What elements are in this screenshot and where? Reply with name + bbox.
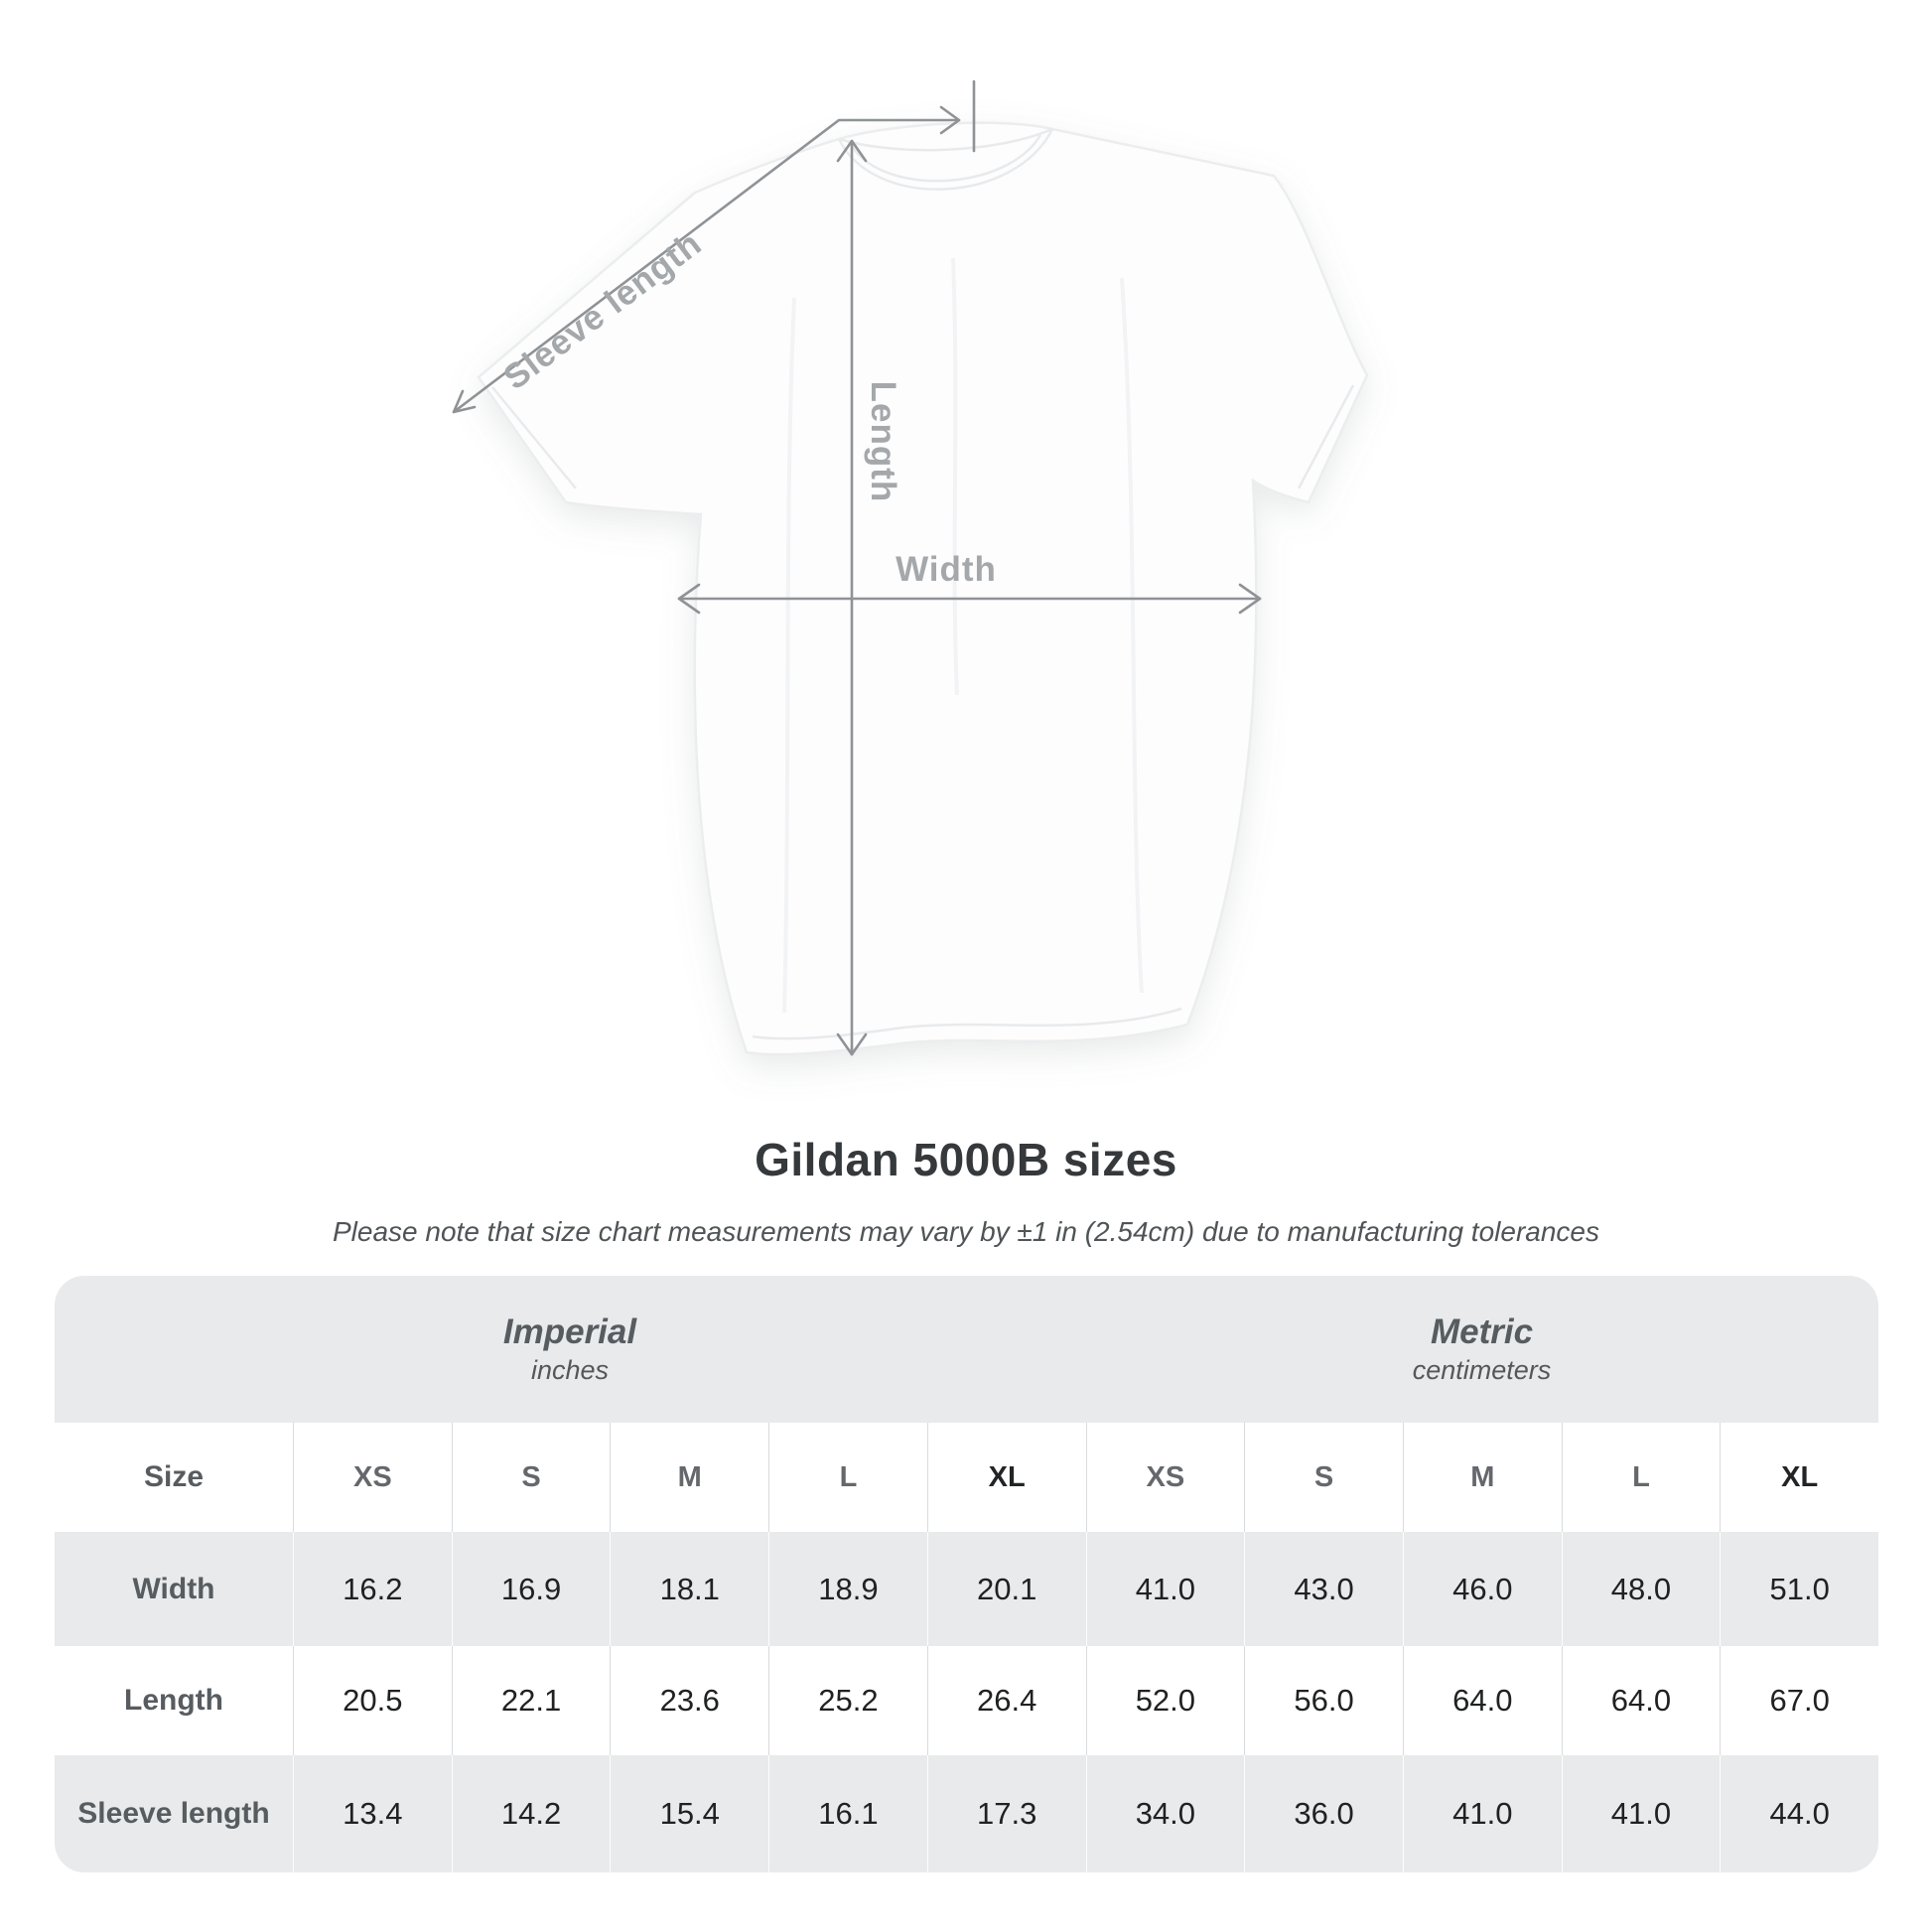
length-metric-xs: 52.0	[1085, 1646, 1245, 1755]
tshirt-body	[477, 121, 1369, 1056]
size-header-row: Size XS S M L XL XS S M L XL	[55, 1423, 1878, 1532]
collar-outer	[837, 128, 1054, 191]
row-label-length: Length	[124, 1684, 223, 1717]
metric-label: Metric	[1430, 1312, 1534, 1351]
width-imperial-l: 18.9	[768, 1532, 927, 1646]
length-metric-s: 56.0	[1244, 1646, 1403, 1755]
size-col-imperial-xs: XS	[293, 1423, 452, 1532]
width-imperial-xs: 16.2	[293, 1532, 452, 1646]
size-col-metric-s: S	[1244, 1423, 1403, 1532]
width-arrow-head-right	[1238, 583, 1262, 615]
row-label-sleeve-length: Sleeve length	[77, 1797, 270, 1830]
sleeve-length-arrow-line	[452, 118, 961, 414]
crease	[1120, 277, 1144, 994]
row-label-width: Width	[132, 1572, 215, 1605]
sleeve-imperial-xl: 17.3	[926, 1755, 1086, 1872]
size-header-label: Size	[143, 1460, 205, 1493]
imperial-unit-header: Imperial inches	[55, 1276, 1085, 1423]
sleeve-imperial-xs: 13.4	[293, 1755, 452, 1872]
sleeve-metric-xl: 44.0	[1720, 1755, 1878, 1872]
sleeve-imperial-m: 15.4	[610, 1755, 768, 1872]
size-col-imperial-m: M	[610, 1423, 768, 1532]
sleeve-metric-l: 41.0	[1561, 1755, 1721, 1872]
collar-back-seam	[838, 127, 1053, 152]
width-metric-m: 46.0	[1402, 1532, 1562, 1646]
length-imperial-xl: 26.4	[926, 1646, 1086, 1755]
width-metric-xl: 51.0	[1720, 1532, 1878, 1646]
size-col-imperial-xl: XL	[926, 1423, 1086, 1532]
length-arrow-head-top	[836, 139, 868, 163]
width-label: Width	[896, 550, 997, 589]
hem-seam	[752, 1007, 1182, 1040]
collar-inner	[850, 134, 1042, 183]
crease	[951, 257, 959, 696]
right-cuff-seam	[1297, 384, 1355, 489]
imperial-unit-sublabel: inches	[530, 1355, 610, 1385]
sleeve-metric-m: 41.0	[1402, 1755, 1562, 1872]
width-metric-xs: 41.0	[1085, 1532, 1245, 1646]
length-imperial-l: 25.2	[768, 1646, 927, 1755]
table-row-length: Length 20.5 22.1 23.6 25.2 26.4 52.0 56.…	[55, 1646, 1878, 1755]
length-imperial-s: 22.1	[451, 1646, 611, 1755]
width-imperial-m: 18.1	[610, 1532, 768, 1646]
sleeve-metric-xs: 34.0	[1085, 1755, 1245, 1872]
sleeve-imperial-l: 16.1	[768, 1755, 927, 1872]
width-arrow-head-left	[677, 583, 701, 615]
table-row-sleeve-length: Sleeve length 13.4 14.2 15.4 16.1 17.3 3…	[55, 1755, 1878, 1872]
crease	[782, 297, 796, 1014]
width-imperial-xl: 20.1	[926, 1532, 1086, 1646]
size-col-metric-l: L	[1561, 1423, 1721, 1532]
unit-header-band: Imperial inches Metric centimeters	[55, 1276, 1878, 1423]
size-col-imperial-s: S	[451, 1423, 611, 1532]
metric-unit-sublabel: centimeters	[1412, 1355, 1552, 1385]
length-label: Length	[864, 381, 902, 503]
width-imperial-s: 16.9	[451, 1532, 611, 1646]
length-imperial-xs: 20.5	[293, 1646, 452, 1755]
left-cuff-seam	[491, 386, 577, 489]
table-row-width: Width 16.2 16.9 18.1 18.9 20.1 41.0 43.0…	[55, 1532, 1878, 1646]
measurement-arrows	[452, 79, 1262, 1056]
width-metric-l: 48.0	[1561, 1532, 1721, 1646]
imperial-label: Imperial	[502, 1312, 637, 1351]
size-col-metric-m: M	[1402, 1423, 1562, 1532]
length-imperial-m: 23.6	[610, 1646, 768, 1755]
length-arrow-head-bottom	[836, 1033, 868, 1056]
tshirt-measurement-diagram: Sleeve length Length Width	[452, 79, 1369, 1056]
size-col-metric-xl: XL	[1720, 1423, 1878, 1532]
size-col-metric-xs: XS	[1085, 1423, 1245, 1532]
length-metric-m: 64.0	[1402, 1646, 1562, 1755]
width-metric-s: 43.0	[1244, 1532, 1403, 1646]
page-title: Gildan 5000B sizes	[755, 1134, 1177, 1185]
tolerance-note: Please note that size chart measurements…	[333, 1216, 1599, 1247]
sleeve-metric-s: 36.0	[1244, 1755, 1403, 1872]
sleeve-length-arrow-head-left	[452, 389, 477, 414]
sleeve-imperial-s: 14.2	[451, 1755, 611, 1872]
size-col-imperial-l: L	[768, 1423, 927, 1532]
sleeve-length-arrow-head-right	[939, 105, 961, 135]
length-metric-l: 64.0	[1561, 1646, 1721, 1755]
tshirt-illustration	[477, 121, 1369, 1056]
size-chart-table: Imperial inches Metric centimeters Size …	[55, 1276, 1878, 1872]
length-metric-xl: 67.0	[1720, 1646, 1878, 1755]
metric-unit-header: Metric centimeters	[1085, 1276, 1878, 1423]
